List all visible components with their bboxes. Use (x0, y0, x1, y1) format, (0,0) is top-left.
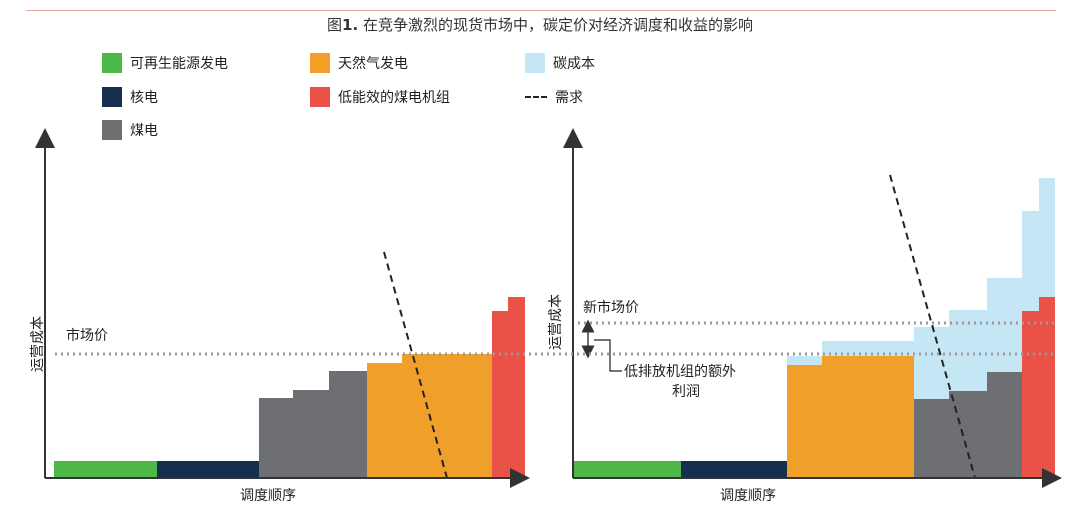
legend-swatch-inefficient-coal (310, 87, 330, 107)
title-text: 在竞争激烈的现货市场中，碳定价对经济调度和收益的影响 (358, 16, 753, 34)
legend-item-coal: 煤电 (102, 120, 158, 140)
legend-swatch-nuclear (102, 87, 122, 107)
left-bar-inefficient-coal (492, 297, 525, 478)
right-panel: 运营成本 调度顺序 新市场价 低排放机组的额外 利润 (548, 128, 1062, 504)
right-x-label: 调度顺序 (720, 488, 776, 504)
legend-swatch-gas (310, 53, 330, 73)
legend-label-coal: 煤电 (130, 123, 158, 139)
legend-item-demand: 需求 (525, 87, 583, 107)
right-demand-line (889, 174, 976, 479)
legend-item-renewable: 可再生能源发电 (102, 53, 228, 73)
legend-label-demand: 需求 (555, 90, 583, 106)
legend-item-gas: 天然气发电 (310, 53, 408, 73)
right-bar-gas (787, 356, 914, 478)
left-x-label: 调度顺序 (240, 488, 296, 504)
right-bar-nuclear (681, 461, 787, 478)
right-new-price-label: 新市场价 (583, 299, 639, 316)
legend-item-inefficient-coal: 低能效的煤电机组 (310, 87, 450, 107)
left-bar-coal (259, 371, 367, 478)
legend-label-nuclear: 核电 (130, 90, 158, 106)
title-number: 1. (342, 16, 359, 34)
profit-annotation-line1: 低排放机组的额外 (624, 364, 736, 380)
legend-swatch-carbon (525, 53, 545, 73)
left-bar-renewable (54, 461, 157, 478)
left-y-label: 运营成本 (30, 316, 46, 372)
top-rule (26, 10, 1056, 11)
right-bar-inefficient-coal (1022, 297, 1055, 478)
left-bar-nuclear (157, 461, 259, 478)
right-y-label: 运营成本 (548, 294, 564, 350)
legend-item-carbon: 碳成本 (525, 53, 595, 73)
title-prefix: 图 (327, 16, 343, 34)
right-bar-coal (914, 372, 1022, 478)
legend-dash-demand (525, 96, 547, 98)
legend-label-gas: 天然气发电 (338, 56, 408, 72)
legend-swatch-coal (102, 120, 122, 140)
profit-leader-line (594, 339, 622, 372)
left-market-price-label: 市场价 (66, 327, 108, 344)
legend-label-renewable: 可再生能源发电 (130, 56, 228, 72)
figure-title: 图1. 在竞争激烈的现货市场中，碳定价对经济调度和收益的影响 (0, 14, 1080, 35)
right-bar-renewable (573, 461, 681, 478)
left-panel: 运营成本 调度顺序 市场价 (30, 128, 530, 504)
left-demand-line (383, 251, 448, 479)
legend-swatch-renewable (102, 53, 122, 73)
legend-label-carbon: 碳成本 (553, 56, 595, 72)
legend-item-nuclear: 核电 (102, 87, 158, 107)
profit-annotation-line2: 利润 (672, 384, 700, 400)
legend-label-inefficient-coal: 低能效的煤电机组 (338, 90, 450, 106)
